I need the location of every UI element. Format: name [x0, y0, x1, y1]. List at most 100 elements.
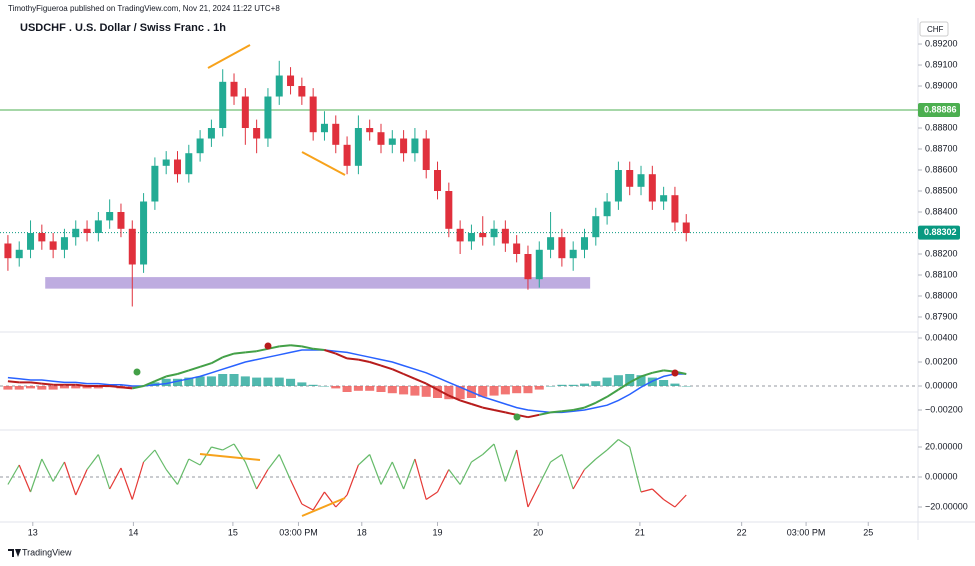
candle-body: [614, 170, 622, 202]
oscillator-line: [651, 488, 665, 500]
oscillator-line: [516, 449, 529, 508]
oscillator-line: [425, 491, 438, 500]
y-tick-label: 0.88400: [925, 206, 958, 216]
candle-body: [603, 201, 611, 217]
histogram-bar: [297, 382, 307, 386]
oscillator-line: [674, 494, 687, 508]
histogram-bar: [387, 386, 397, 394]
candle-body: [479, 232, 487, 238]
candle-body: [151, 165, 159, 202]
y-tick-label: 0.00000: [925, 380, 958, 390]
trend-line: [301, 497, 346, 517]
oscillator-line: [403, 458, 416, 490]
macd-line: [425, 382, 438, 391]
oscillator-line: [52, 461, 65, 482]
histogram-bar: [218, 374, 228, 386]
oscillator-line: [176, 458, 190, 485]
oscillator-line: [120, 467, 133, 500]
histogram-bar: [37, 386, 47, 390]
candle-body: [513, 243, 521, 254]
oscillator-line: [312, 491, 325, 511]
oscillator-line: [572, 469, 586, 490]
candle-body: [354, 128, 362, 166]
macd-line: [120, 386, 133, 390]
footer: TradingView: [22, 547, 72, 557]
candle-body: [547, 237, 555, 250]
histogram-bar: [331, 386, 341, 389]
histogram-bar: [410, 386, 420, 396]
macd-line: [233, 351, 246, 355]
oscillator-line: [459, 461, 472, 485]
oscillator-line: [131, 461, 145, 500]
candle-body: [60, 237, 68, 250]
candle-body: [196, 138, 204, 154]
histogram-bar: [534, 386, 544, 390]
histogram-bar: [432, 386, 443, 398]
currency: CHF: [927, 25, 944, 34]
oscillator-line: [267, 454, 280, 470]
macd-line: [109, 385, 122, 389]
cross-dots: [133, 342, 679, 421]
macd-line: [482, 406, 495, 411]
cross-dot: [264, 342, 272, 350]
oscillator-line: [278, 454, 292, 481]
histogram-bar: [376, 386, 386, 392]
cross-dot: [513, 413, 521, 421]
oscillator-line: [380, 461, 393, 485]
histogram-bar: [444, 386, 454, 400]
oscillator-line: [448, 469, 461, 485]
oscillator-line: [165, 469, 178, 485]
x-tick-label: 19: [433, 527, 443, 537]
y-tick-label: 0.88200: [925, 248, 958, 258]
candle-body: [434, 170, 442, 192]
histogram-bar: [568, 384, 578, 386]
macd-line: [358, 358, 370, 363]
x-tick-label: 18: [357, 527, 367, 537]
macd-line: [380, 364, 393, 371]
candle-body: [4, 243, 12, 259]
candle-body: [207, 128, 215, 139]
histogram-bar: [546, 386, 556, 387]
price-label: 0.88302: [924, 227, 957, 237]
candle-body: [219, 81, 227, 129]
oscillator-line: [244, 461, 258, 490]
y-tick-label: 0.88700: [925, 143, 958, 153]
candle-body: [456, 228, 464, 242]
oscillator-line: [211, 446, 223, 451]
histogram-bar: [229, 374, 239, 386]
y-tick-label: 0.00200: [925, 356, 958, 366]
histogram-bar: [82, 386, 92, 389]
candle-body: [332, 123, 340, 145]
histogram-bar: [3, 386, 13, 390]
histogram-bar: [478, 386, 488, 397]
y-tick-label: 0.89100: [925, 59, 958, 69]
macd-line: [165, 373, 178, 378]
oscillator-line: [86, 454, 99, 470]
oscillator-line: [606, 439, 619, 451]
histogram-bar: [670, 383, 680, 386]
annotations: [199, 44, 346, 517]
candle-body: [49, 241, 57, 250]
currency-box: [919, 21, 949, 37]
candle-body: [72, 228, 80, 238]
macd-line: [301, 345, 314, 350]
candle-body: [38, 232, 46, 242]
candle-body: [94, 220, 102, 233]
candle-body: [298, 86, 306, 97]
macd-line: [617, 381, 631, 391]
y-tick-label: −0.00200: [925, 404, 963, 414]
macd-line: [143, 380, 156, 387]
histogram-bar: [399, 386, 409, 395]
y-tick-label: 0.89000: [925, 80, 958, 90]
trend-line: [301, 151, 346, 176]
y-tick-label: −20.00000: [925, 501, 968, 511]
oscillator-line: [436, 469, 450, 493]
candle-body: [580, 237, 588, 250]
candle-body: [366, 128, 374, 133]
histogram-bar: [71, 386, 81, 389]
x-tick-label: 21: [635, 527, 645, 537]
oscillator-line: [18, 464, 32, 493]
histogram-bar: [319, 386, 329, 387]
candle-body: [569, 249, 577, 259]
oscillator-line: [482, 443, 495, 455]
